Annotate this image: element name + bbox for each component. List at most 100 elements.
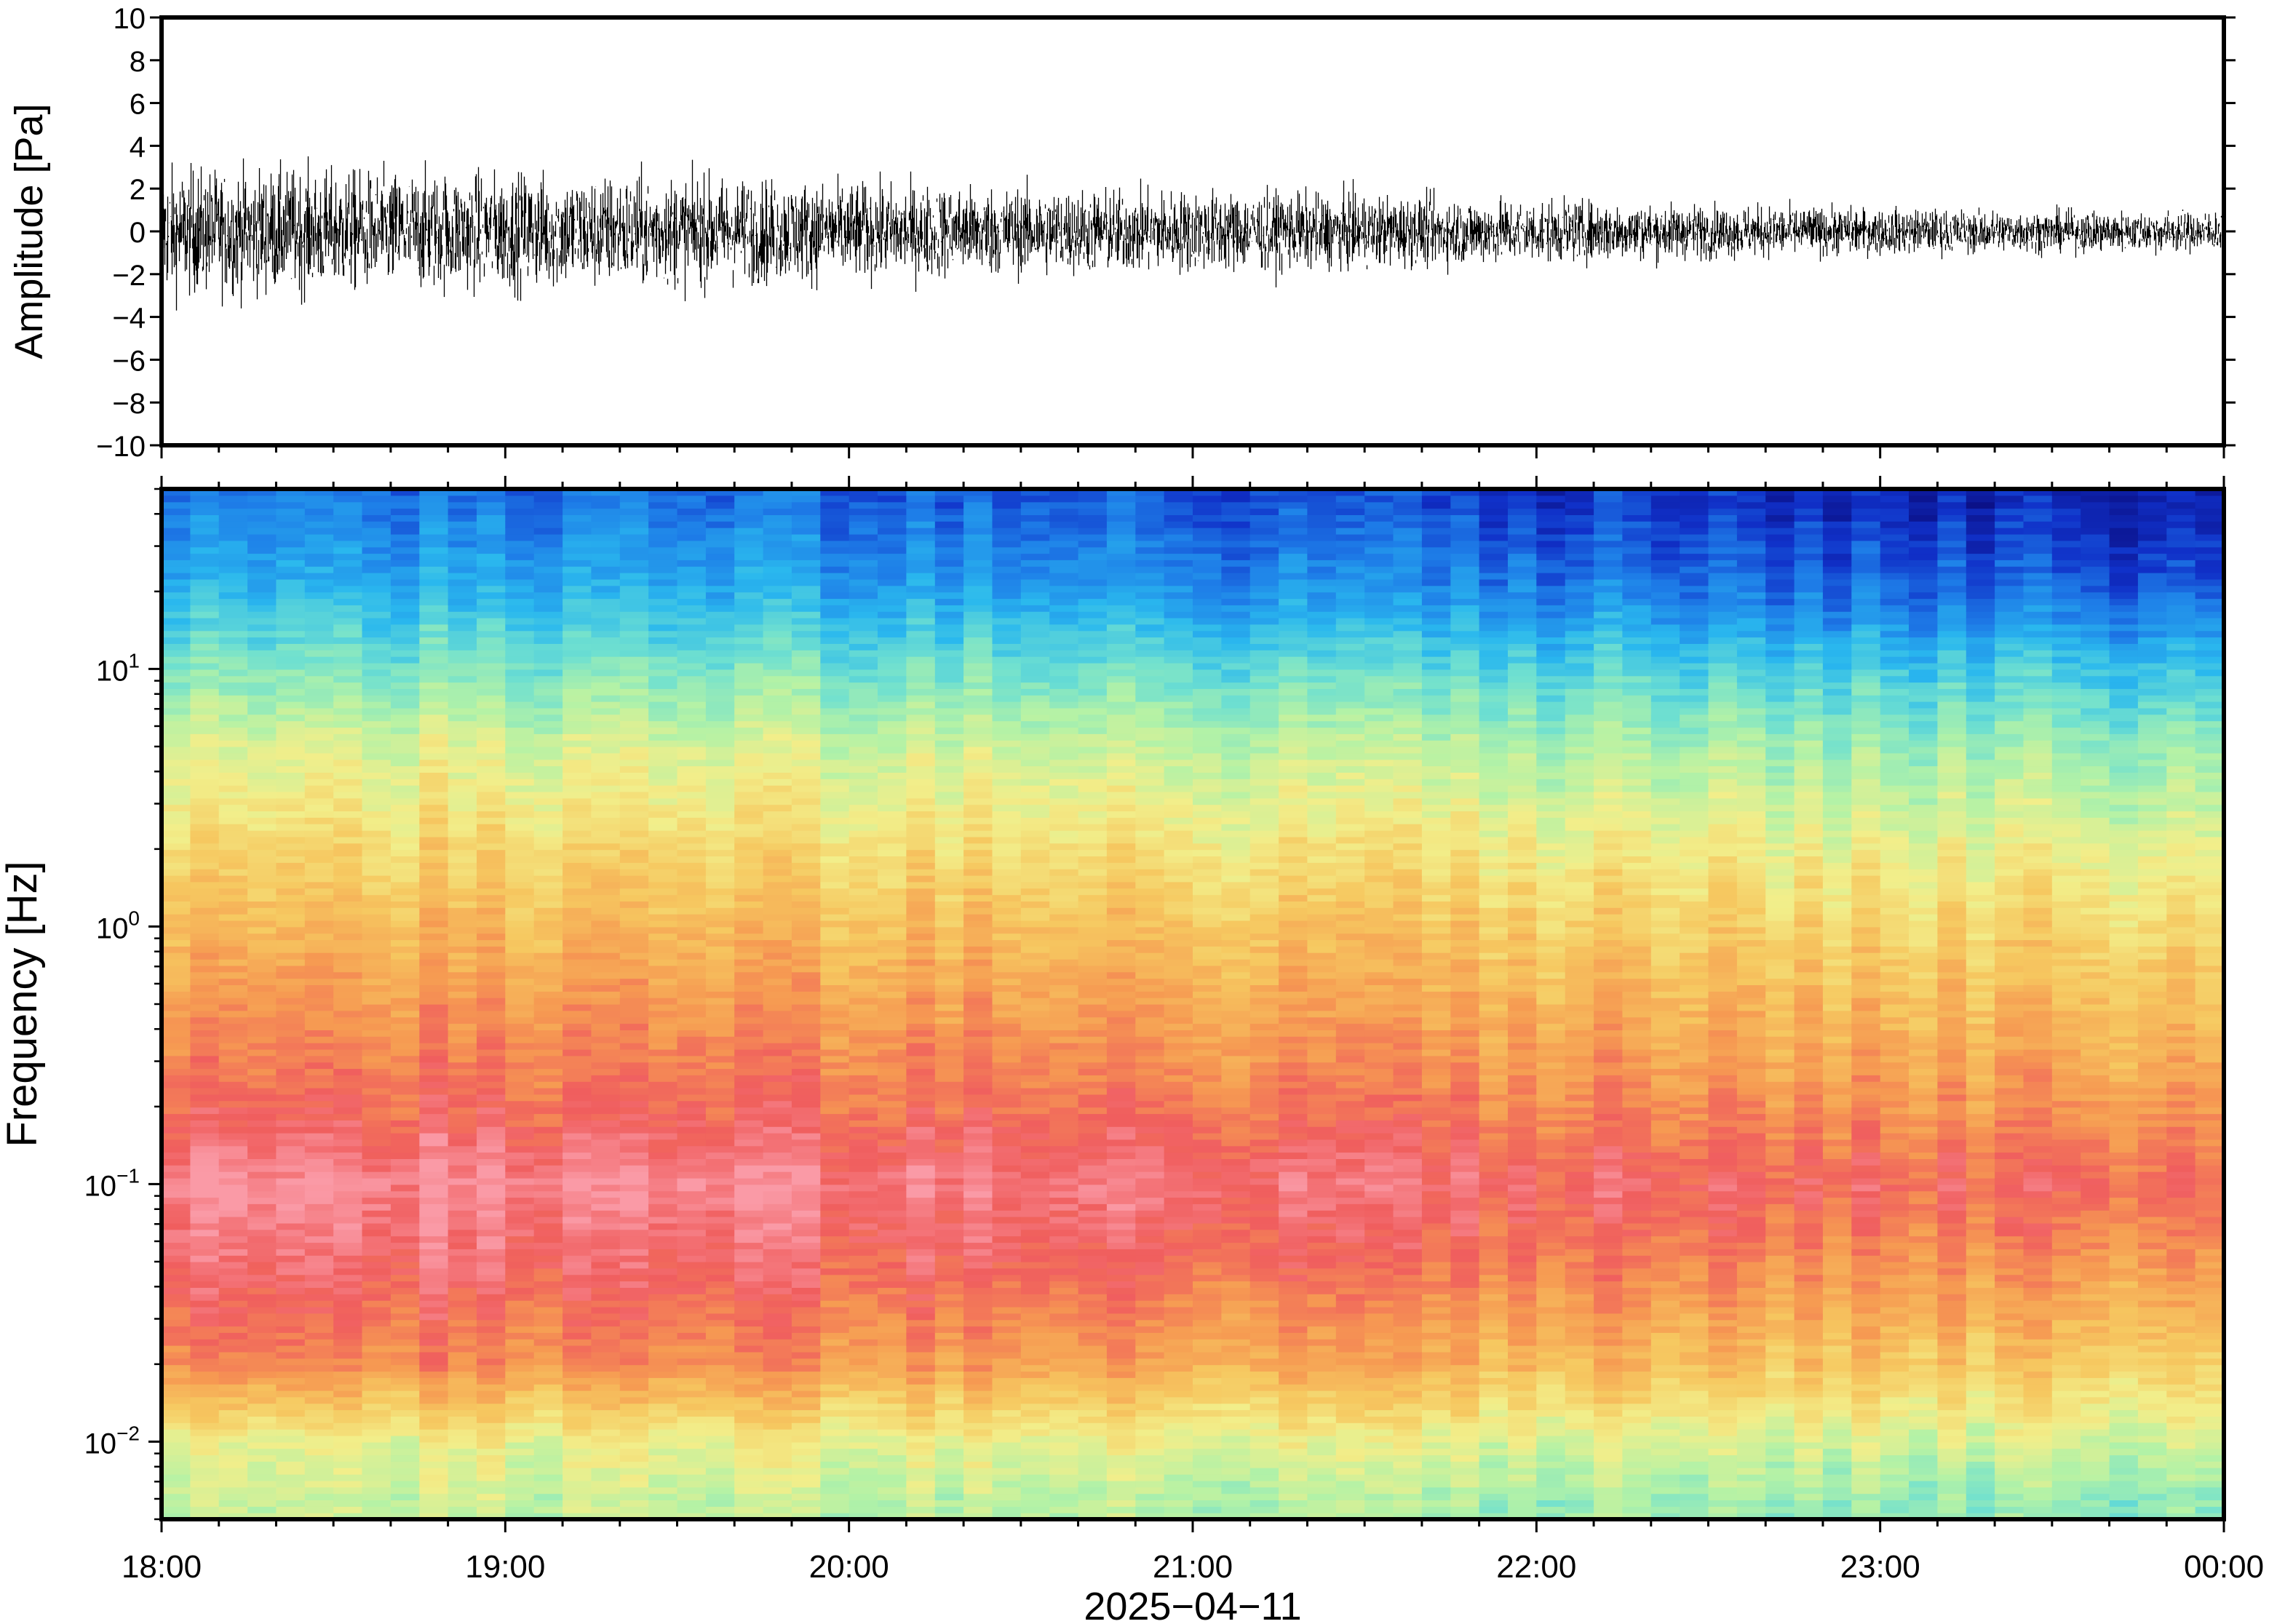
spectrogram-cell <box>648 1068 678 1075</box>
spectrogram-cell <box>390 959 420 966</box>
spectrogram-cell <box>190 592 220 600</box>
spectrogram-cell <box>505 1474 535 1481</box>
spectrogram-cell <box>162 1197 191 1204</box>
spectrogram-cell <box>218 785 248 792</box>
spectrogram-cell <box>1020 849 1050 856</box>
spectrogram-cell <box>677 534 707 541</box>
spectrogram-cell <box>419 1307 449 1314</box>
spectrogram-cell <box>849 1300 878 1307</box>
spectrogram-cell <box>619 952 649 960</box>
spectrogram-cell <box>906 1441 936 1449</box>
spectrogram-cell <box>362 720 392 728</box>
spectrogram-cell <box>906 1339 936 1346</box>
spectrogram-cell <box>705 1409 735 1417</box>
spectrogram-cell <box>963 1171 993 1179</box>
spectrogram-cell <box>247 888 277 896</box>
spectrogram-cell <box>849 1126 878 1134</box>
spectrogram-cell <box>963 1332 993 1340</box>
spectrogram-cell <box>992 508 1022 515</box>
spectrogram-cell <box>992 1036 1022 1043</box>
spectrogram-cell <box>218 965 248 973</box>
spectrogram-cell <box>218 514 248 522</box>
spectrogram-cell <box>563 650 592 657</box>
spectrogram-cell <box>390 682 420 689</box>
spectrogram-cell <box>934 1493 964 1500</box>
spectrogram-cell <box>992 598 1022 605</box>
spectrogram-cell <box>1020 875 1050 883</box>
spectrogram-cell <box>505 501 535 509</box>
spectrogram-cell <box>505 727 535 734</box>
spectrogram-cell <box>648 534 678 541</box>
spectrogram-cell <box>304 926 334 934</box>
spectrogram-cell <box>619 1319 649 1327</box>
spectrogram-cell <box>304 560 334 567</box>
spectrogram-cell <box>934 959 964 966</box>
spectrogram-cell <box>591 720 621 728</box>
spectrogram-cell <box>276 1210 306 1217</box>
spectrogram-cell <box>963 1217 993 1224</box>
spectrogram-cell <box>878 573 907 580</box>
spectrogram-cell <box>218 1113 248 1121</box>
spectrogram-cell <box>619 733 649 741</box>
spectrogram-cell <box>677 618 707 625</box>
spectrogram-cell <box>218 1448 248 1456</box>
spectrogram-cell <box>820 747 850 754</box>
spectrogram-cell <box>333 695 363 702</box>
spectrogram-cell <box>1020 1068 1050 1075</box>
spectrogram-cell <box>218 1004 248 1011</box>
spectrogram-cell <box>333 1513 363 1520</box>
spectrogram-cell <box>963 1242 993 1249</box>
spectrogram-cell <box>963 553 993 560</box>
spectrogram-cell <box>419 1010 449 1018</box>
spectrogram-cell <box>218 1351 248 1359</box>
spectrogram-cell <box>362 592 392 600</box>
spectrogram-cell <box>619 637 649 644</box>
spectrogram-cell <box>563 495 592 503</box>
spectrogram-cell <box>247 1126 277 1134</box>
spectrogram-cell <box>849 495 878 503</box>
spectrogram-cell <box>419 1384 449 1391</box>
spectrogram-cell <box>820 740 850 747</box>
spectrogram-cell <box>734 669 764 677</box>
spectrogram-cell <box>878 618 907 625</box>
spectrogram-cell <box>419 1255 449 1262</box>
spectrogram-cell <box>505 720 535 728</box>
spectrogram-cell <box>218 869 248 876</box>
spectrogram-cell <box>934 978 964 985</box>
spectrogram-cell <box>791 1307 821 1314</box>
spectrogram-cell <box>963 901 993 908</box>
spectrogram-cell <box>448 585 477 593</box>
spectrogram-cell <box>304 727 334 734</box>
spectrogram-cell <box>705 1133 735 1140</box>
spectrogram-cell <box>218 1016 248 1024</box>
spectrogram-cell <box>705 1396 735 1404</box>
spectrogram-cell <box>963 695 993 702</box>
spectrogram-cell <box>791 1113 821 1121</box>
spectrogram-cell <box>218 1171 248 1179</box>
spectrogram-cell <box>533 727 563 734</box>
spectrogram-cell <box>934 1287 964 1294</box>
spectrogram-cell <box>934 1126 964 1134</box>
spectrogram-cell <box>791 1300 821 1307</box>
spectrogram-cell <box>734 1416 764 1423</box>
spectrogram-cell <box>791 727 821 734</box>
spectrogram-cell <box>878 836 907 844</box>
spectrogram-cell <box>563 888 592 896</box>
spectrogram-cell <box>791 817 821 824</box>
spectrogram-cell <box>419 1113 449 1121</box>
spectrogram-cell <box>563 1023 592 1030</box>
spectrogram-cell <box>563 881 592 889</box>
spectrogram-cell <box>533 1474 563 1481</box>
spectrogram-cell <box>190 1049 220 1056</box>
spectrogram-cell <box>533 901 563 908</box>
spectrogram-cell <box>563 856 592 863</box>
spectrogram-cell <box>218 656 248 664</box>
spectrogram-cell <box>362 624 392 632</box>
spectrogram-cell <box>390 914 420 921</box>
spectrogram-cell <box>906 605 936 612</box>
spectrogram-cell <box>734 1158 764 1166</box>
spectrogram-cell <box>677 1513 707 1520</box>
spectrogram-cell <box>849 733 878 741</box>
spectrogram-cell <box>791 1474 821 1481</box>
spectrogram-cell <box>162 1010 191 1018</box>
